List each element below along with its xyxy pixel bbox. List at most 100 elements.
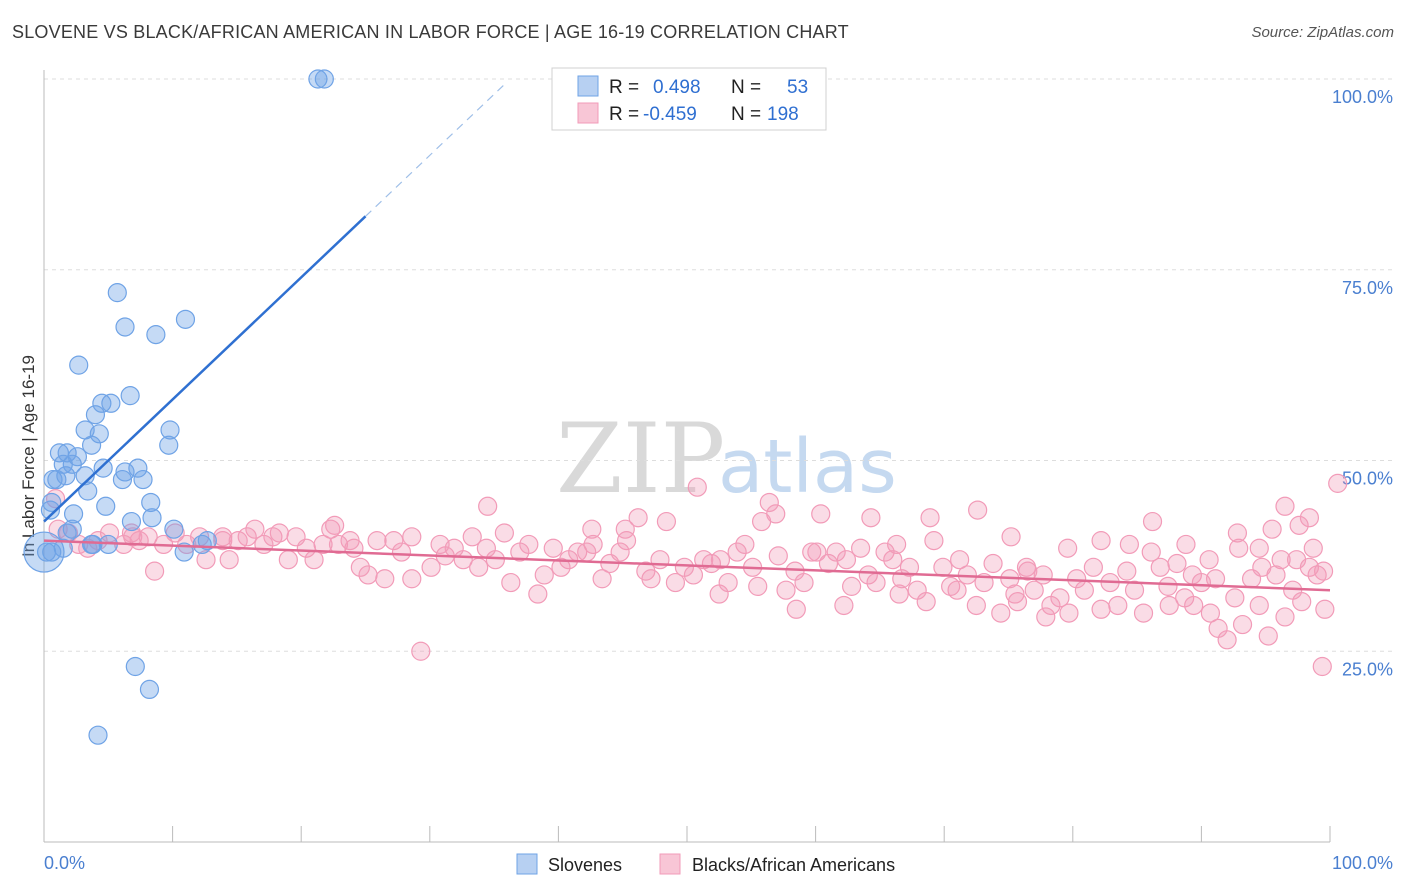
point-blacks [1229, 538, 1249, 558]
legend: R = 0.498 N = 53 R = -0.459 N = 198 [551, 67, 827, 131]
point-blacks [1271, 550, 1291, 570]
point-blacks [494, 523, 514, 543]
bottom-legend: Slovenes Blacks/African Americans [516, 853, 895, 875]
point-slovenes [57, 523, 77, 543]
point-slovenes [101, 393, 121, 413]
y-tick-label: 25.0% [1342, 659, 1393, 679]
y-tick-label: 100.0% [1332, 87, 1393, 107]
point-slovenes [96, 496, 116, 516]
point-blacks [1018, 561, 1038, 581]
point-blacks [766, 504, 786, 524]
point-slovenes [63, 504, 84, 524]
trend-line-slovenes [43, 215, 367, 523]
point-slovenes [112, 469, 133, 490]
point-blacks [991, 603, 1011, 623]
point-blacks [641, 569, 661, 589]
legend-r-blacks: -0.459 [643, 104, 697, 125]
point-blacks [325, 515, 345, 535]
legend-n-label-blacks: N = [731, 104, 761, 125]
point-blacks [899, 557, 920, 577]
point-blacks [1232, 614, 1253, 635]
point-slovenes [83, 534, 103, 555]
point-blacks [1286, 550, 1307, 570]
point-blacks [1200, 603, 1221, 623]
point-slovenes [314, 69, 334, 89]
x-tick-label-min: 0.0% [44, 853, 85, 873]
point-blacks [1182, 565, 1202, 585]
point-blacks [1313, 561, 1334, 581]
point-blacks [1058, 538, 1078, 558]
point-slovenes [36, 542, 57, 562]
point-blacks [402, 527, 422, 547]
point-blacks [759, 492, 779, 513]
trend-lines [43, 81, 1331, 592]
x-tick-label-max: 100.0% [1332, 853, 1393, 873]
legend-n-slovenes: 53 [787, 77, 808, 98]
point-slovenes [49, 443, 70, 463]
point-blacks [1074, 580, 1094, 600]
point-blacks [1119, 534, 1139, 555]
point-slovenes [308, 69, 328, 89]
x-ticks [43, 826, 1331, 842]
bottom-legend-swatch-blacks [659, 853, 681, 875]
y-axis-label: In Labor Force | Age 16-19 [19, 355, 38, 557]
point-blacks [453, 550, 473, 570]
point-blacks [802, 542, 822, 562]
legend-swatch-slovenes [577, 75, 599, 97]
legend-r-slovenes: 0.498 [653, 77, 701, 98]
point-blacks [807, 542, 827, 562]
point-blacks [1315, 599, 1335, 619]
point-slovenes [175, 309, 196, 329]
point-slovenes [192, 534, 212, 555]
point-blacks [818, 553, 839, 574]
point-blacks [887, 534, 907, 555]
point-blacks [462, 527, 482, 547]
point-slovenes [164, 519, 184, 539]
watermark: ZIP atlas [556, 403, 897, 515]
point-blacks [237, 527, 257, 547]
point-blacks [528, 584, 548, 604]
y-tick-label: 75.0% [1342, 278, 1393, 298]
point-blacks [735, 534, 755, 555]
point-slovenes [174, 542, 194, 562]
point-slovenes [115, 317, 135, 337]
point-blacks [1205, 569, 1226, 589]
point-blacks [656, 511, 677, 532]
point-blacks [1275, 607, 1295, 627]
point-slovenes [42, 542, 62, 562]
point-blacks [1117, 561, 1137, 581]
point-blacks [278, 550, 298, 570]
point-blacks [411, 641, 431, 661]
point-slovenes [115, 462, 135, 482]
watermark-zip: ZIP [556, 403, 725, 515]
point-blacks [592, 569, 612, 589]
point-blacks [683, 565, 704, 585]
point-blacks [478, 496, 498, 516]
point-blacks [924, 531, 944, 551]
point-slovenes [128, 458, 148, 478]
point-blacks [1289, 515, 1309, 535]
point-blacks [45, 489, 66, 509]
point-blacks [269, 523, 289, 543]
point-slovenes [69, 355, 89, 375]
point-blacks [1328, 473, 1348, 493]
point-blacks [851, 538, 871, 558]
point-blacks [350, 557, 370, 577]
point-slovenes [81, 435, 102, 455]
point-blacks [501, 572, 521, 593]
point-blacks [1091, 531, 1111, 551]
point-blacks [391, 542, 412, 562]
point-blacks [421, 557, 441, 577]
point-blacks [858, 565, 878, 585]
point-blacks [1249, 595, 1269, 616]
point-blacks [768, 546, 788, 566]
point-blacks [1142, 511, 1163, 532]
point-blacks [916, 592, 936, 612]
point-slovenes [42, 492, 62, 513]
point-blacks [78, 538, 98, 558]
point-slovenes [159, 435, 179, 455]
point-blacks [1303, 538, 1323, 558]
point-blacks [966, 595, 986, 616]
point-blacks [968, 500, 988, 520]
